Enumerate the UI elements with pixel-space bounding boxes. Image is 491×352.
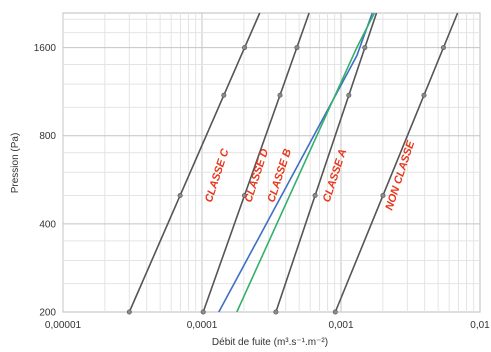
series-marker [380, 192, 386, 198]
series-line-3 [334, 12, 459, 313]
series-marker [362, 45, 368, 51]
series-marker [221, 92, 227, 98]
series-marker [241, 192, 247, 198]
series-marker [277, 92, 283, 98]
y-tick-label: 400 [39, 219, 56, 230]
series-marker [126, 309, 132, 315]
series-marker [273, 309, 279, 315]
series-marker [200, 309, 206, 315]
plot-area [62, 12, 481, 313]
y-tick-label: 800 [39, 131, 56, 142]
series-marker [346, 92, 352, 98]
y-tick-label: 1600 [34, 43, 57, 54]
series-marker [242, 45, 248, 51]
series-marker [440, 45, 446, 51]
series-line-6 [236, 12, 376, 313]
series-marker [294, 45, 300, 51]
series-marker [332, 309, 338, 315]
series-line-2 [275, 12, 378, 313]
series-line-0 [128, 12, 261, 313]
x-tick-label: 0,01 [470, 320, 490, 331]
series-marker [421, 92, 427, 98]
y-tick-label: 200 [39, 308, 56, 319]
y-axis-title: Pression (Pa) [10, 133, 21, 194]
series-marker [312, 192, 318, 198]
y-tick-labels: 200 400 800 1600 [34, 43, 57, 318]
series-lines [128, 12, 459, 313]
grid [62, 12, 481, 313]
x-tick-labels: 0,00001 0,0001 0,001 0,01 [45, 320, 490, 331]
series-markers [126, 45, 446, 315]
x-tick-label: 0,0001 [187, 320, 218, 331]
x-tick-label: 0,001 [328, 320, 353, 331]
x-tick-label: 0,00001 [45, 320, 82, 331]
x-axis-title: Débit de fuite (m³.s⁻¹.m⁻²) [212, 337, 328, 348]
series-marker [177, 192, 183, 198]
series-line-1 [202, 12, 310, 313]
